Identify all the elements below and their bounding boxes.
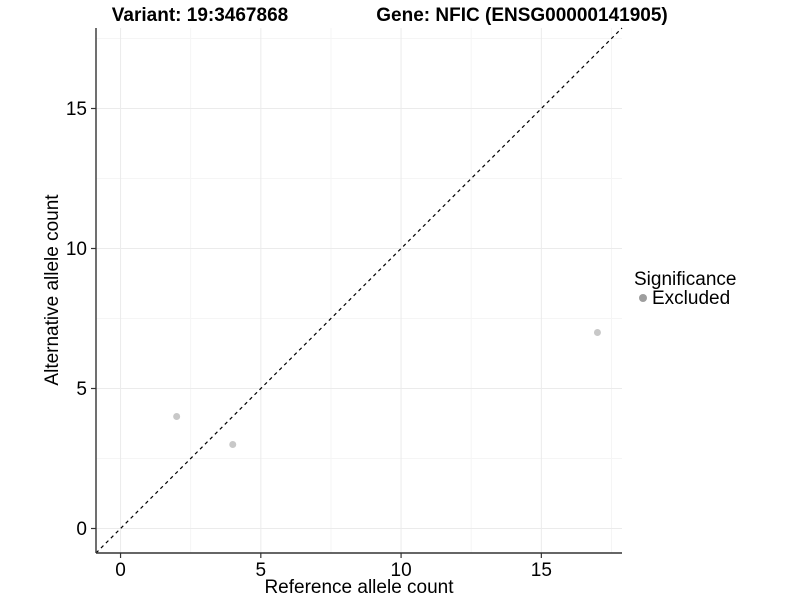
data-point	[229, 441, 237, 448]
data-point	[593, 329, 601, 336]
x-tick-label: 0	[115, 560, 126, 581]
x-tick-label: 10	[391, 560, 412, 581]
data-points	[173, 329, 601, 448]
minor-gridlines	[96, 28, 622, 553]
identity-dashed-line	[95, 27, 623, 554]
major-gridlines	[96, 28, 622, 553]
x-axis-title: Reference allele count	[264, 577, 454, 598]
legend-item-excluded-label: Excluded	[652, 288, 730, 309]
data-point	[173, 413, 181, 420]
y-tick-label: 10	[66, 239, 87, 260]
y-tick-label: 5	[76, 379, 87, 400]
x-tick-label: 5	[256, 560, 267, 581]
y-tick-label: 15	[66, 99, 87, 120]
x-tick-label: 15	[531, 560, 552, 581]
plot-title-variant: Variant: 19:3467868	[112, 5, 288, 26]
legend-key-excluded-dot-icon	[639, 294, 647, 302]
x-tick-labels: 0 5 10 15	[115, 560, 552, 581]
plot-title-gene: Gene: NFIC (ENSG00000141905)	[376, 5, 667, 26]
legend: Significance Excluded	[634, 269, 736, 309]
legend-title: Significance	[634, 269, 736, 290]
y-tick-labels: 0 5 10 15	[66, 99, 87, 540]
y-tick-label: 0	[76, 519, 87, 540]
y-axis-title: Alternative allele count	[42, 194, 63, 386]
axis-ticks	[91, 107, 542, 558]
